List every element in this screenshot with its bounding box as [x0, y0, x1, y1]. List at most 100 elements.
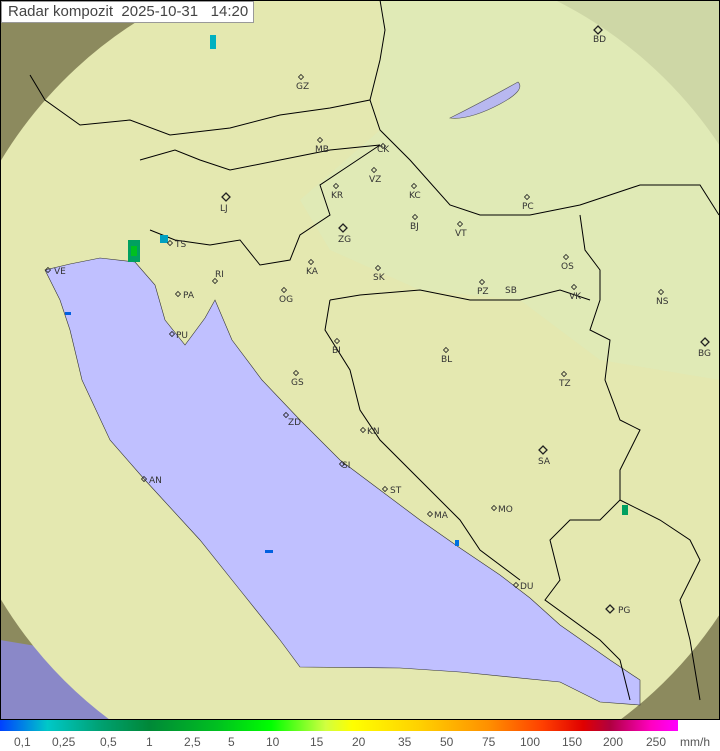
city-label-sb: SB: [505, 286, 517, 296]
legend-value: 0,25: [52, 735, 76, 749]
legend-value: 10: [266, 735, 280, 749]
city-label-zg: ZG: [338, 235, 351, 245]
city-label-kc: KC: [409, 191, 421, 201]
city-marker-icon: [700, 337, 710, 347]
city-marker-icon: [538, 445, 548, 455]
city-marker-icon: [370, 166, 378, 174]
city-marker-icon: [297, 73, 305, 81]
lake-balaton: [448, 81, 521, 119]
city-label-mo: MO: [498, 505, 513, 515]
city-label-kr: KR: [331, 191, 343, 201]
legend-value: 0,1: [14, 735, 31, 749]
city-label-zd: ZD: [288, 418, 301, 428]
city-marker-icon: [605, 604, 615, 614]
city-marker-icon: [221, 192, 231, 202]
map-title: Radar kompozit 2025-10-31 14:20: [1, 1, 255, 23]
legend-value: 75: [482, 735, 496, 749]
city-marker-icon: [593, 25, 603, 35]
city-marker-icon: [292, 369, 300, 377]
city-marker-icon: [410, 182, 418, 190]
city-label-sk: SK: [373, 273, 386, 283]
city-label-pa: PA: [183, 291, 195, 301]
city-marker-icon: [332, 182, 340, 190]
city-label-pc: PC: [522, 202, 534, 212]
legend-value: 15: [310, 735, 324, 749]
country-borders: [29, 0, 720, 701]
city-label-bj: BJ: [410, 222, 419, 232]
city-label-si: SI: [342, 461, 350, 471]
legend-value: 0,5: [100, 735, 117, 749]
city-marker-icon: [381, 485, 389, 493]
city-label-gs: GS: [291, 378, 304, 388]
city-marker-icon: [166, 239, 174, 247]
city-label-og: OG: [279, 295, 293, 305]
city-marker-icon: [442, 346, 450, 354]
city-marker-icon: [316, 136, 324, 144]
city-marker-icon: [168, 330, 176, 338]
city-label-tz: TZ: [558, 379, 571, 389]
city-marker-icon: [523, 193, 531, 201]
city-marker-icon: [374, 264, 382, 272]
city-label-vz: VZ: [369, 175, 381, 185]
city-label-st: ST: [390, 486, 402, 496]
city-marker-icon: [307, 258, 315, 266]
city-marker-icon: [411, 213, 419, 221]
city-marker-icon: [211, 277, 219, 285]
legend-value: 150: [562, 735, 583, 749]
city-marker-icon: [140, 475, 148, 483]
legend-value: 50: [440, 735, 454, 749]
adriatic-sea: [44, 257, 641, 706]
precipitation-legend-labels: 0,1 0,25 0,5 1 2,5 5 10 15 20 35 50 75 100 150 200 250 m…: [0, 735, 720, 751]
city-marker-icon: [174, 290, 182, 298]
city-label-lj: LJ: [220, 204, 228, 214]
city-label-ka: KA: [306, 267, 319, 277]
city-marker-icon: [359, 426, 367, 434]
city-markers: GZ BD MB CK VZ KR KC PC LJ TS VE RI KA SK ZG BJ VT OS PA OG…: [44, 25, 711, 616]
city-label-pz: PZ: [477, 287, 489, 297]
city-label-ns: NS: [656, 297, 669, 307]
city-label-sa: SA: [538, 457, 551, 467]
city-marker-icon: [478, 278, 486, 286]
city-label-ck: CK: [377, 145, 390, 155]
city-marker-icon: [657, 288, 665, 296]
precipitation-legend-bar: [0, 720, 678, 731]
city-label-vt: VT: [455, 229, 467, 239]
city-label-bd: BD: [593, 35, 606, 45]
city-label-ts: TS: [174, 240, 186, 250]
legend-value: 5: [228, 735, 235, 749]
city-label-ve: VE: [54, 267, 66, 277]
city-marker-icon: [338, 223, 348, 233]
legend-value: 2,5: [184, 735, 201, 749]
city-label-ri: RI: [215, 270, 224, 280]
plains-area: [300, 0, 720, 380]
city-marker-icon: [490, 504, 498, 512]
city-marker-icon: [379, 142, 387, 150]
city-label-bl: BL: [441, 355, 452, 365]
city-marker-icon: [338, 460, 346, 468]
legend-value: 35: [398, 735, 412, 749]
legend-value: 200: [603, 735, 624, 749]
radar-echoes: [65, 35, 628, 553]
city-marker-icon: [570, 283, 578, 291]
city-label-kn: KN: [367, 427, 380, 437]
title-time: 14:20: [210, 3, 249, 20]
city-label-bi: BI: [332, 346, 341, 356]
city-marker-icon: [44, 266, 52, 274]
legend-value: 100: [520, 735, 541, 749]
title-label: Radar kompozit: [8, 3, 114, 20]
radar-map: GZ BD MB CK VZ KR KC PC LJ TS VE RI KA SK ZG BJ VT OS PA OG…: [0, 0, 720, 720]
city-label-pg: PG: [618, 606, 630, 616]
city-marker-icon: [512, 581, 520, 589]
city-marker-icon: [333, 337, 341, 345]
city-label-vk: VK: [569, 292, 582, 302]
legend-unit: mm/h: [680, 735, 710, 749]
city-label-bg: BG: [698, 349, 711, 359]
city-marker-icon: [426, 510, 434, 518]
city-label-gz: GZ: [296, 82, 309, 92]
city-marker-icon: [560, 370, 568, 378]
city-label-pu: PU: [176, 331, 188, 341]
title-date: 2025-10-31: [121, 3, 199, 20]
city-marker-icon: [456, 220, 464, 228]
city-marker-icon: [282, 411, 290, 419]
city-label-os: OS: [561, 262, 574, 272]
